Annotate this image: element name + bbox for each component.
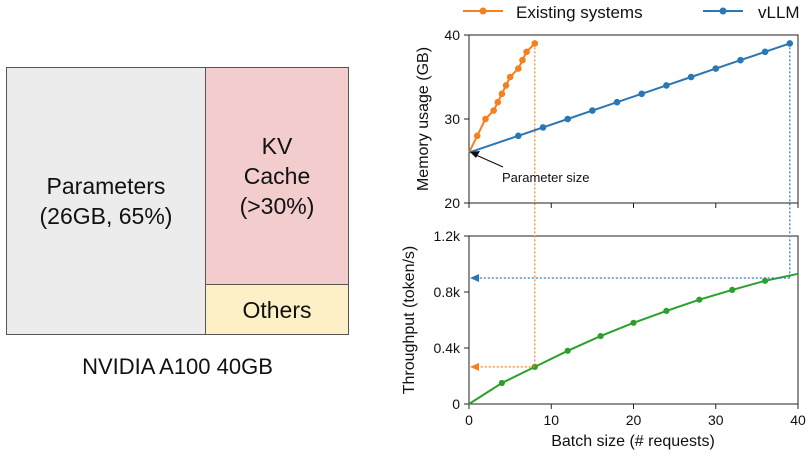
throughput-xtick-label-1: 10	[543, 412, 559, 428]
parameter-size-arrow-line	[475, 154, 504, 168]
parameters-block: Parameters (26GB, 65%)	[6, 67, 206, 335]
kv-label-line3: (>30%)	[239, 193, 315, 219]
legend-existing-marker	[479, 7, 487, 15]
throughput-ytick-label-3: 1.2k	[434, 228, 461, 244]
vllm-memory-point-6	[638, 90, 646, 98]
throughput-ytick-label-0: 0	[452, 396, 460, 412]
parameters-label: Parameters	[46, 173, 166, 199]
throughput-xlabel: Batch size (# requests)	[551, 433, 715, 450]
legend-vllm-marker	[719, 7, 727, 15]
legend-vllm-label: vLLM	[758, 3, 800, 22]
throughput-point-9	[762, 277, 769, 284]
existing-memory-point-2	[482, 115, 489, 123]
others-label: Others	[242, 296, 312, 323]
throughput-point-4	[597, 333, 604, 340]
others-block: Others	[205, 284, 349, 335]
memory-ytick-label-2: 40	[444, 27, 460, 43]
throughput-point-3	[564, 347, 571, 354]
throughput-ylabel: Throughput (token/s)	[401, 246, 418, 395]
vllm-memory-point-8	[687, 73, 695, 81]
throughput-point-5	[630, 319, 637, 326]
existing-arrow-head	[470, 362, 479, 371]
throughput-point-8	[729, 286, 736, 293]
vllm-memory-point-9	[712, 65, 720, 72]
vllm-memory-point-7	[663, 82, 670, 89]
throughput-ytick-label-1: 0.4k	[434, 340, 461, 356]
throughput-point-1	[498, 379, 505, 387]
existing-memory-point-8	[515, 65, 522, 72]
vllm-memory-point-5	[613, 98, 621, 106]
kv-cache-block: KV Cache (>30%)	[205, 67, 349, 285]
legend-existing-label: Existing systems	[516, 3, 643, 22]
parameter-size-annotation: Parameter size	[502, 170, 589, 185]
throughput-xtick-label-2: 20	[626, 412, 642, 428]
throughput-point-7	[696, 296, 703, 303]
throughput-xtick-label-0: 0	[465, 412, 473, 428]
existing-memory-point-1	[473, 132, 481, 140]
vllm-memory-point-2	[539, 124, 547, 131]
vllm-memory-point-3	[564, 115, 571, 123]
legend: Existing systems vLLM	[463, 3, 800, 22]
existing-memory-point-9	[519, 56, 526, 64]
throughput-point-6	[663, 307, 670, 314]
memory-ytick-label-0: 20	[444, 195, 460, 211]
vllm-memory-point-1	[515, 132, 522, 140]
kv-label-line1: KV	[261, 133, 293, 159]
throughput-xtick-label-3: 30	[708, 412, 724, 428]
memory-ytick-label-1: 30	[444, 111, 460, 127]
throughput-line	[468, 272, 799, 405]
existing-memory-point-3	[490, 107, 497, 114]
existing-memory-point-5	[498, 90, 506, 98]
throughput-ytick-label-2: 0.8k	[434, 284, 461, 300]
existing-memory-point-7	[506, 73, 514, 81]
throughput-point-2	[531, 363, 538, 370]
parameter-size-arrow-head	[470, 151, 480, 158]
vllm-arrow-head	[470, 274, 479, 282]
throughput-xtick-label-4: 40	[790, 412, 806, 428]
vllm-memory-point-10	[737, 56, 744, 64]
vllm-memory-point-4	[589, 107, 596, 114]
existing-memory-point-10	[523, 48, 530, 56]
parameters-size-label: (26GB, 65%)	[39, 203, 173, 229]
memory-ylabel: Memory usage (GB)	[415, 47, 432, 191]
existing-memory-point-4	[494, 98, 502, 106]
vllm-memory-point-11	[761, 48, 769, 56]
gpu-caption: NVIDIA A100 40GB	[82, 354, 273, 379]
existing-memory-point-6	[502, 82, 510, 89]
kv-label-line2: Cache	[243, 163, 311, 189]
